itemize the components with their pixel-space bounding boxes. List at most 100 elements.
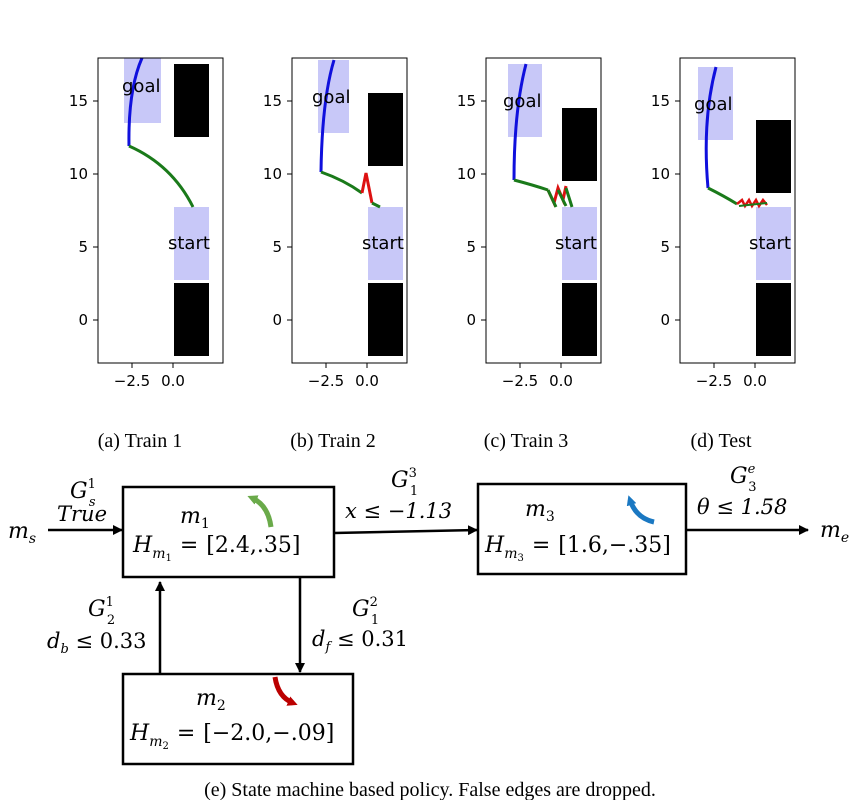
axes-frame: [97, 57, 224, 364]
y-tick-label: 0: [78, 311, 88, 329]
panel-caption: (d) Test: [691, 430, 752, 452]
x-ticks: −2.5 0.0: [308, 363, 379, 390]
self-loop-arrow-blue: [626, 495, 655, 525]
end-state-label: me: [820, 518, 849, 546]
m2-interval: Hm2= [−2.0,−.09]: [129, 721, 334, 752]
obstacle: [562, 108, 597, 181]
y-tick-label: 5: [272, 238, 282, 256]
goal-label: goal: [503, 91, 541, 112]
y-tick-label: 5: [78, 238, 88, 256]
edge-g3e-condition: θ ≤ 1.58: [697, 495, 787, 519]
blue-path: [704, 66, 718, 189]
self-loop-arrow-green: [247, 495, 274, 528]
edge-gs1-label: G1 s: [70, 477, 96, 510]
y-tick-label: 15: [263, 92, 282, 110]
edge-g12-condition: df ≤ 0.31: [312, 627, 408, 655]
green-path: [371, 201, 381, 209]
m3-interval: Hm3= [1.6,−.35]: [484, 533, 671, 564]
edge-g13-label: G3 1: [391, 466, 418, 499]
y-tick-label: 10: [69, 165, 88, 183]
start-region: [368, 207, 403, 280]
y-ticks: 15 10 5 0: [457, 92, 486, 329]
x-ticks: −2.5 0.0: [502, 363, 573, 390]
start-label: start: [749, 233, 791, 254]
y-tick-label: 5: [466, 238, 476, 256]
x-ticks: −2.5 0.0: [696, 363, 767, 390]
start-label: start: [168, 233, 210, 254]
x-tick-label: −2.5: [696, 372, 732, 390]
y-tick-label: 15: [651, 92, 670, 110]
obstacle: [174, 64, 209, 137]
edge-g21-label: G1 2: [88, 595, 115, 628]
state-m3: m3 Hm3= [1.6,−.35]: [476, 482, 688, 576]
blue-path: [127, 57, 144, 147]
panel-b: goal start 15 10 5 0 −2.5 0.0 (b) Train …: [263, 57, 408, 452]
x-tick-label: 0.0: [549, 372, 573, 390]
m1-interval: Hm1= [2.4,.35]: [132, 533, 300, 564]
blue-path: [512, 63, 528, 181]
obstacle: [368, 93, 403, 166]
y-tick-label: 10: [263, 165, 282, 183]
y-ticks: 15 10 5 0: [69, 92, 98, 329]
state-m2: m2 Hm2= [−2.0,−.09]: [121, 672, 355, 766]
y-tick-label: 15: [457, 92, 476, 110]
red-path: [360, 172, 374, 204]
panel-a: goal start 15 10 5 0 −2.5 0.0 (a) Train …: [69, 57, 224, 452]
panel-d: goal start 15 10 5 0 −2.5 0.0 (d) Test: [651, 57, 796, 452]
edge-gs1-condition: True: [57, 502, 107, 526]
state-m1: m1 Hm1= [2.4,.35]: [121, 485, 336, 579]
start-label: start: [555, 233, 597, 254]
x-tick-label: 0.0: [743, 372, 767, 390]
goal-label: goal: [312, 87, 350, 108]
panel-caption: (b) Train 2: [290, 430, 376, 452]
y-tick-label: 0: [660, 311, 670, 329]
obstacle: [756, 283, 791, 356]
y-tick-label: 0: [466, 311, 476, 329]
start-region: [174, 207, 209, 280]
axes-frame: [485, 57, 602, 364]
edge-m1-to-m3: [333, 525, 478, 536]
x-tick-label: −2.5: [502, 372, 538, 390]
goal-region: [508, 64, 542, 137]
y-ticks: 15 10 5 0: [263, 92, 292, 329]
y-tick-label: 5: [660, 238, 670, 256]
x-ticks: −2.5 0.0: [114, 363, 185, 390]
panel-caption: (a) Train 1: [98, 430, 182, 452]
obstacle: [174, 283, 209, 356]
start-label: start: [362, 233, 404, 254]
y-tick-label: 15: [69, 92, 88, 110]
green-path: [707, 186, 738, 206]
goal-label: goal: [122, 76, 160, 97]
green-path: [738, 202, 768, 207]
obstacle: [562, 283, 597, 356]
x-tick-label: −2.5: [114, 372, 150, 390]
red-path: [736, 197, 768, 209]
green-path: [513, 178, 549, 192]
x-tick-label: −2.5: [308, 372, 344, 390]
axes-frame: [291, 57, 408, 364]
axes-frame: [679, 57, 796, 364]
obstacle: [368, 283, 403, 356]
start-region: [756, 207, 791, 280]
edge-g12-label: G2 1: [352, 595, 379, 628]
y-tick-label: 10: [651, 165, 670, 183]
x-tick-label: 0.0: [161, 372, 185, 390]
green-path: [128, 144, 195, 208]
goal-label: goal: [694, 94, 732, 115]
x-tick-label: 0.0: [355, 372, 379, 390]
y-tick-label: 0: [272, 311, 282, 329]
goal-region: [698, 67, 733, 140]
edge-g3e-label: Ge 3: [730, 462, 757, 495]
start-region: [562, 207, 597, 280]
state-machine: ms G1 s True m1 Hm1= [2.4,.35] G3 1 x ≤ −1.…: [8, 462, 849, 800]
m3-name: m3: [525, 497, 555, 525]
panel-c: goal start 15 10 5 0 −2.5 0.0 (c) Train …: [457, 57, 602, 452]
edge-g21-condition: db ≤ 0.33: [47, 629, 147, 657]
panel-caption: (c) Train 3: [484, 430, 568, 452]
self-loop-arrow-red: [272, 676, 298, 706]
green-path: [546, 187, 574, 208]
m2-name: m2: [196, 686, 226, 714]
blue-path: [319, 59, 336, 173]
green-path: [320, 170, 363, 195]
